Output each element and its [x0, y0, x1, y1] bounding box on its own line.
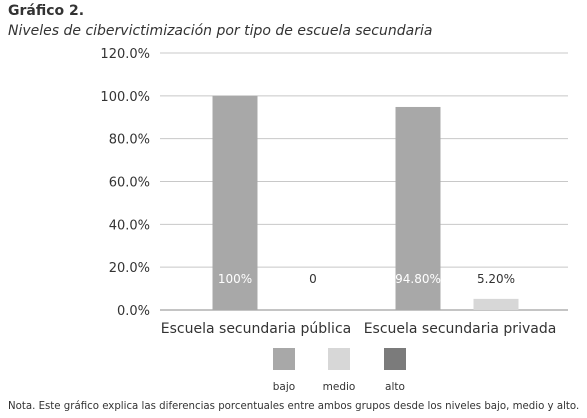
legend: bajo medio alto [273, 348, 406, 393]
legend-label: bajo [273, 381, 295, 393]
y-tick-label: 100.0% [100, 90, 150, 105]
legend-swatch [273, 348, 295, 370]
y-tick-label: 40.0% [109, 218, 150, 233]
legend-label: medio [323, 381, 356, 393]
x-tick-labels: Escuela secundaria pública Escuela secund… [161, 321, 557, 337]
y-tick-label: 80.0% [109, 133, 150, 148]
legend-swatch [328, 348, 350, 370]
y-tick-label: 20.0% [109, 261, 150, 276]
bar-value-labels: 100% 0 94.80% 5.20% [218, 272, 515, 286]
bar [395, 106, 441, 310]
y-tick-label: 60.0% [109, 176, 150, 191]
chart-note: Nota. Este gráfico explica las diferenci… [8, 401, 580, 412]
bar [212, 95, 258, 310]
x-tick-label: Escuela secundaria privada [364, 321, 557, 337]
y-tick-label: 120.0% [100, 47, 150, 62]
bars [212, 95, 519, 310]
chart-title: Gráfico 2. [8, 3, 85, 19]
bar-value-label: 5.20% [477, 272, 515, 286]
legend-swatch [384, 348, 406, 370]
y-tick-label: 0.0% [117, 304, 150, 319]
y-tick-labels: 0.0% 20.0% 40.0% 60.0% 80.0% 100.0% 120.0% [100, 47, 150, 319]
chart-subtitle: Niveles de cibervictimización por tipo d… [8, 23, 433, 39]
x-tick-label: Escuela secundaria pública [161, 321, 351, 337]
legend-label: alto [385, 381, 405, 393]
bar-value-label: 94.80% [395, 272, 441, 286]
bar-value-label: 100% [218, 272, 252, 286]
bar-value-label: 0 [309, 272, 317, 286]
bar [473, 298, 519, 310]
